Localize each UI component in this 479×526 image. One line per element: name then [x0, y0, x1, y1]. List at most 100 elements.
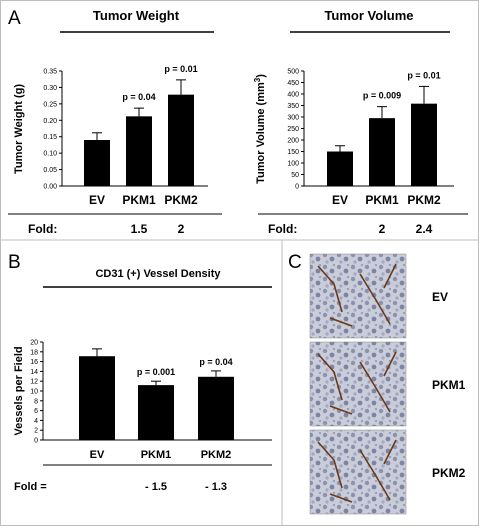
fold-value: 1.5 — [131, 222, 148, 236]
y-axis-label-sup: 3 — [253, 77, 262, 82]
chart-tumor-weight: Tumor Weight Tumor Weight (g) 0.00 0.05 0.… — [8, 8, 222, 236]
bar-ev — [79, 356, 115, 440]
bar-pkm2 — [168, 94, 194, 186]
y-tick-label: 8 — [34, 398, 38, 405]
vessel-stain — [383, 439, 397, 465]
fold-value: 2 — [178, 222, 185, 236]
fold-value: 2.4 — [416, 222, 433, 236]
y-tick-label: 0.20 — [43, 118, 57, 125]
bar-ev — [84, 140, 110, 186]
vessel-stain — [329, 317, 353, 327]
fold-label: Fold: — [268, 222, 297, 236]
p-value-label: p = 0.01 — [407, 70, 440, 80]
y-tick-label: 0.05 — [43, 167, 57, 174]
y-tick-label: 300 — [287, 115, 299, 122]
x-tick-label: EV — [90, 449, 105, 461]
y-tick-label: 0.15 — [43, 134, 57, 141]
y-tick-label: 0 — [295, 184, 299, 191]
y-tick-label: 150 — [287, 149, 299, 156]
y-tick-label: 20 — [30, 340, 38, 347]
micrograph-image — [309, 253, 407, 339]
fold-value: - 1.5 — [145, 481, 167, 493]
y-tick-label: 18 — [30, 349, 38, 356]
p-value-label: p = 0.04 — [199, 357, 232, 367]
micrograph-image — [309, 341, 407, 427]
fold-label: Fold = — [14, 481, 47, 493]
y-tick-label: 14 — [30, 369, 38, 376]
vessel-stain — [317, 353, 343, 401]
x-tick-label: PKM2 — [201, 449, 232, 461]
y-tick-label: 350 — [287, 103, 299, 110]
vessel-stain — [383, 351, 397, 377]
chart-title: Tumor Weight — [93, 8, 180, 23]
vessel-stain — [359, 449, 391, 501]
y-tick-label: 6 — [34, 408, 38, 415]
vessel-stain — [359, 273, 391, 325]
p-value-label: p = 0.04 — [122, 92, 155, 102]
micrograph-image — [309, 429, 407, 515]
y-tick-label: 16 — [30, 359, 38, 366]
micrographs: EV PKM1 PKM2 — [309, 253, 466, 515]
micrograph-ev: EV — [309, 253, 448, 339]
chart-title: CD31 (+) Vessel Density — [95, 268, 221, 280]
y-tick-label: 0.10 — [43, 151, 57, 158]
y-tick-label: 0.25 — [43, 101, 57, 108]
fold-value: - 1.3 — [205, 481, 227, 493]
y-tick-label: 2 — [34, 428, 38, 435]
vessel-stain — [317, 441, 343, 489]
y-axis-label: Tumor Volume (mm3) — [253, 74, 267, 184]
y-axis-label-text: Tumor Volume (mm — [255, 82, 267, 184]
y-tick-label: 0.00 — [43, 184, 57, 191]
fold-value: 2 — [379, 222, 386, 236]
bar-pkm2 — [198, 376, 234, 440]
bar-pkm2 — [411, 103, 437, 186]
x-tick-label: PKM1 — [365, 193, 399, 207]
p-value-label: p = 0.001 — [137, 367, 175, 377]
bar-ev — [327, 151, 353, 186]
p-value-label: p = 0.01 — [164, 64, 197, 74]
y-tick-label: 0.35 — [43, 69, 57, 76]
y-tick-label: 200 — [287, 138, 299, 145]
panel-label-b: B — [8, 252, 21, 273]
x-tick-label: EV — [89, 193, 105, 207]
y-tick-label: 450 — [287, 80, 299, 87]
x-tick-label: PKM2 — [164, 193, 198, 207]
bar-pkm1 — [369, 118, 395, 186]
vessel-stain — [383, 263, 397, 289]
x-tick-label: EV — [332, 193, 348, 207]
chart-title: Tumor Volume — [324, 8, 413, 23]
vessel-stain — [317, 265, 343, 313]
micrograph-label: EV — [432, 290, 448, 304]
vessel-stain — [329, 405, 353, 415]
y-tick-label: 4 — [34, 418, 38, 425]
x-tick-label: PKM1 — [141, 449, 172, 461]
y-axis-label-close: ) — [255, 74, 267, 78]
y-tick-label: 500 — [287, 69, 299, 76]
micrograph-pkm1: PKM1 — [309, 341, 466, 427]
y-axis-label: Vessels per Field — [13, 346, 25, 435]
y-tick-label: 0.30 — [43, 85, 57, 92]
p-value-label: p = 0.009 — [363, 91, 401, 101]
y-tick-label: 400 — [287, 92, 299, 99]
bar-pkm1 — [138, 385, 174, 440]
panel-label-a: A — [8, 8, 21, 29]
y-tick-label: 0 — [34, 438, 38, 445]
chart-vessel-density: CD31 (+) Vessel Density Vessels per Fiel… — [13, 268, 272, 493]
micrograph-label: PKM1 — [432, 378, 466, 392]
y-axis-label: Tumor Weight (g) — [13, 84, 25, 174]
fold-label: Fold: — [28, 222, 57, 236]
x-tick-label: PKM1 — [122, 193, 156, 207]
panel-label-c: C — [288, 252, 302, 273]
y-tick-label: 10 — [30, 389, 38, 396]
x-tick-label: PKM2 — [407, 193, 441, 207]
y-tick-label: 250 — [287, 126, 299, 133]
y-tick-label: 100 — [287, 161, 299, 168]
y-tick-label: 12 — [30, 379, 38, 386]
vessel-stain — [329, 493, 353, 503]
micrograph-label: PKM2 — [432, 466, 466, 480]
bar-pkm1 — [126, 116, 152, 186]
chart-tumor-volume: Tumor Volume Tumor Volume (mm3) 0 50 100 15… — [253, 8, 468, 236]
y-tick-label: 50 — [291, 172, 299, 179]
vessel-stain — [359, 361, 391, 413]
